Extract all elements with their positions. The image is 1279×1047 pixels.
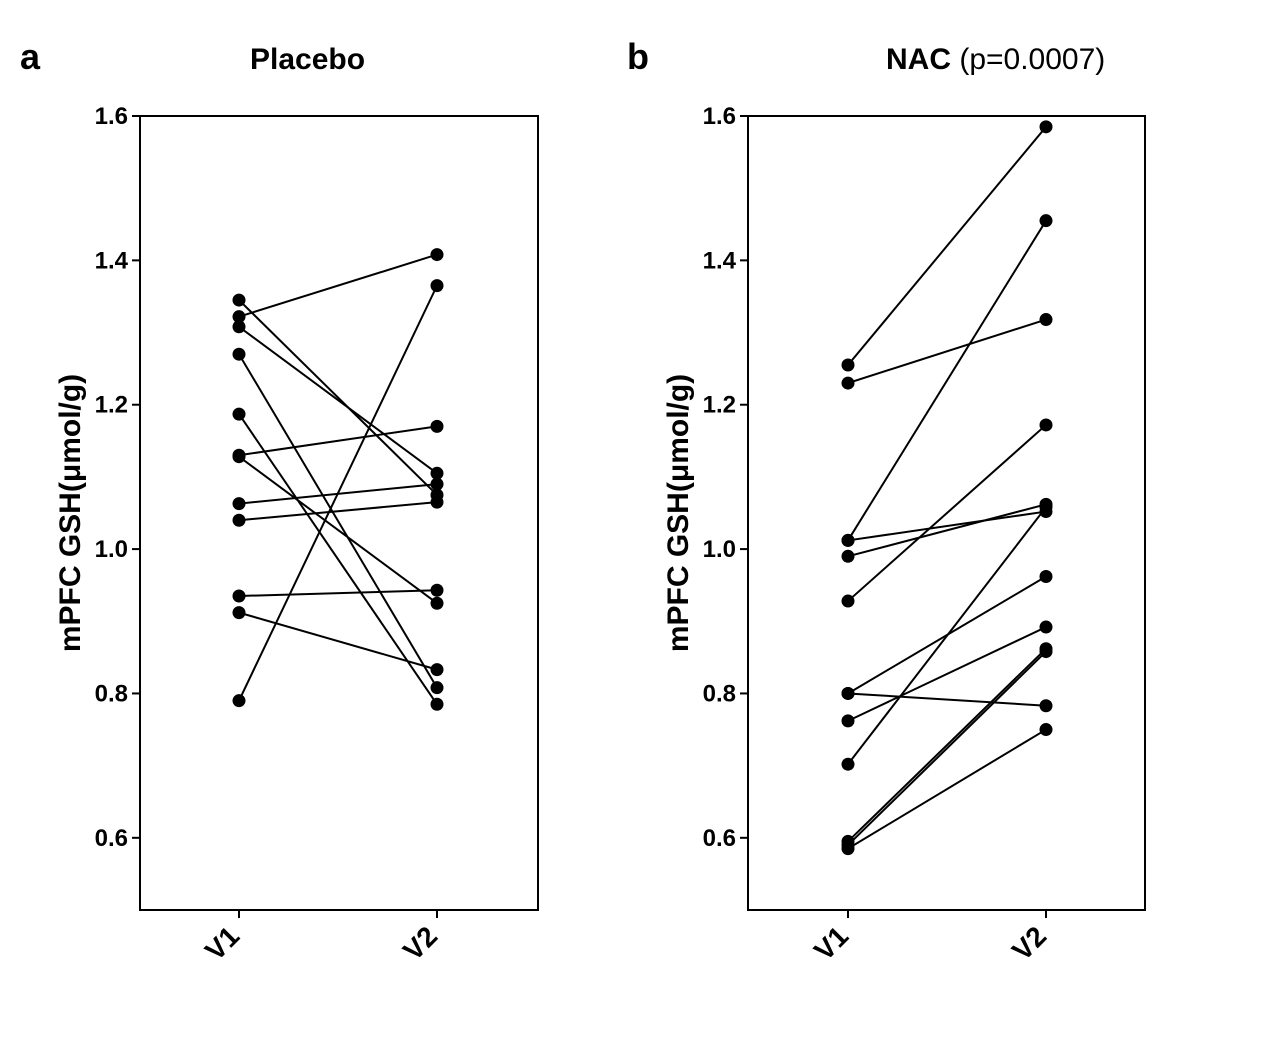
panel-b-pvalue: (p=0.0007) [959, 43, 1106, 76]
data-point-subject-5-V1 [232, 407, 246, 421]
y-axis-title: mPFC GSH(μmol/g) [662, 374, 695, 652]
data-point-subject-9-V1 [232, 513, 246, 527]
series-line-subject-2 [847, 318, 1047, 385]
y-tick-label: 0.8 [703, 680, 736, 707]
series-line-subject-4 [847, 510, 1047, 542]
y-tick-label: 1.0 [703, 536, 736, 563]
series-line-subject-2 [238, 253, 438, 318]
data-point-subject-12-V1 [232, 694, 246, 708]
y-tick-label: 1.6 [703, 103, 736, 130]
data-point-subject-7-V2 [430, 596, 444, 610]
data-point-subject-13-V2 [1039, 723, 1053, 737]
series-line-subject-1 [238, 299, 438, 496]
series-line-subject-11 [847, 647, 1047, 843]
data-point-subject-3-V1 [232, 320, 246, 334]
y-tick-label: 1.2 [703, 392, 736, 419]
series-line-subject-9 [238, 501, 438, 522]
data-point-subject-2-V2 [430, 248, 444, 262]
series-line-subject-9 [847, 626, 1047, 722]
x-category-label: V1 [199, 920, 245, 966]
data-point-subject-2-V2 [1039, 313, 1053, 327]
series-line-subject-6 [238, 425, 438, 457]
series-line-subject-10 [238, 589, 438, 598]
series-line-subject-3 [238, 325, 438, 475]
panel-letter-b: b [627, 36, 649, 77]
x-category-label: V1 [808, 920, 854, 966]
data-point-subject-5-V1 [841, 549, 855, 563]
panel-a: a Placebo 0.6 0.8 1.0 1.2 1.4 1.6 V1 V2 mPFC GSH… [20, 36, 539, 966]
data-point-subject-12-V2 [430, 279, 444, 293]
series-line-subject-7 [238, 455, 438, 605]
data-point-subject-10-V1 [841, 757, 855, 771]
series-line-subject-1 [847, 126, 1047, 366]
data-point-subject-7-V1 [232, 450, 246, 464]
y-tick-label: 1.0 [95, 536, 128, 563]
data-point-subject-2-V1 [841, 376, 855, 390]
data-point-subject-8-V1 [232, 497, 246, 511]
y-tick-label: 0.6 [703, 825, 736, 852]
x-category-label: V2 [1006, 920, 1052, 966]
data-point-subject-4-V1 [841, 533, 855, 547]
data-point-subject-2-V1 [232, 310, 246, 324]
y-tick-label: 0.8 [95, 680, 128, 707]
y-tick-label: 1.6 [95, 103, 128, 130]
x-category-label: V2 [397, 920, 443, 966]
series-line-subject-13 [847, 728, 1047, 850]
panel-b: b NAC (p=0.0007) 0.6 0.8 1.0 1.2 1.4 1.6 V1 V2 m… [608, 0, 1279, 1047]
data-point-subject-3-V2 [1039, 214, 1053, 228]
data-point-subject-10-V2 [1039, 500, 1053, 514]
data-point-subject-9-V2 [430, 495, 444, 509]
nac-chart: 0.6 0.8 1.0 1.2 1.4 1.6 V1 V2 mPFC GSH(μmol/g) [662, 103, 1146, 966]
series-line-subject-12 [238, 285, 438, 702]
series-line-subject-12 [847, 650, 1047, 846]
data-point-subject-4-V1 [232, 347, 246, 361]
data-point-subject-6-V2 [1039, 418, 1053, 432]
data-point-subject-6-V2 [430, 419, 444, 433]
data-point-subject-5-V2 [430, 697, 444, 711]
data-point-subject-13-V1 [841, 842, 855, 856]
data-point-subject-7-V2 [1039, 699, 1053, 713]
data-point-subject-9-V1 [841, 714, 855, 728]
placebo-chart: 0.6 0.8 1.0 1.2 1.4 1.6 V1 V2 mPFC GSH(μmol/g) [54, 103, 539, 966]
data-point-subject-8-V2 [1039, 570, 1053, 584]
panel-b-title-text: NAC [886, 43, 951, 76]
panel-a-title-text: Placebo [250, 43, 366, 76]
data-point-subject-3-V2 [430, 466, 444, 480]
y-tick-label: 1.2 [95, 392, 128, 419]
data-point-subject-1-V1 [841, 358, 855, 372]
data-point-subject-10-V1 [232, 589, 246, 603]
series-line-subject-4 [238, 353, 438, 689]
data-point-subject-6-V1 [841, 594, 855, 608]
series-line-subject-3 [847, 220, 1047, 541]
y-axis-title: mPFC GSH(μmol/g) [54, 374, 87, 652]
y-tick-label: 1.4 [95, 247, 129, 274]
plot-frame [139, 115, 539, 911]
data-point-subject-9-V2 [1039, 620, 1053, 634]
data-point-subject-12-V2 [1039, 645, 1053, 659]
series-line-subject-11 [238, 611, 438, 671]
data-point-subject-11-V2 [430, 663, 444, 677]
data-point-subject-10-V2 [430, 583, 444, 597]
data-point-subject-1-V2 [1039, 120, 1053, 134]
data-point-subject-11-V1 [232, 606, 246, 620]
panel-b-title: NAC (p=0.0007) [886, 43, 1105, 77]
y-tick-label: 0.6 [95, 825, 128, 852]
panel-letter-a: a [20, 36, 41, 77]
series-line-subject-7 [847, 692, 1047, 707]
data-point-subject-1-V1 [232, 293, 246, 307]
data-point-subject-4-V2 [430, 681, 444, 695]
panel-a-title: Placebo [250, 43, 365, 77]
series-line-subject-10 [847, 506, 1047, 765]
plot-frame [747, 115, 1146, 911]
data-point-subject-8-V1 [841, 686, 855, 700]
series-line-subject-5 [847, 503, 1047, 558]
data-point-subject-8-V2 [430, 477, 444, 491]
series-line-subject-5 [238, 413, 438, 705]
series-line-subject-6 [847, 424, 1047, 602]
y-tick-label: 1.4 [703, 247, 737, 274]
